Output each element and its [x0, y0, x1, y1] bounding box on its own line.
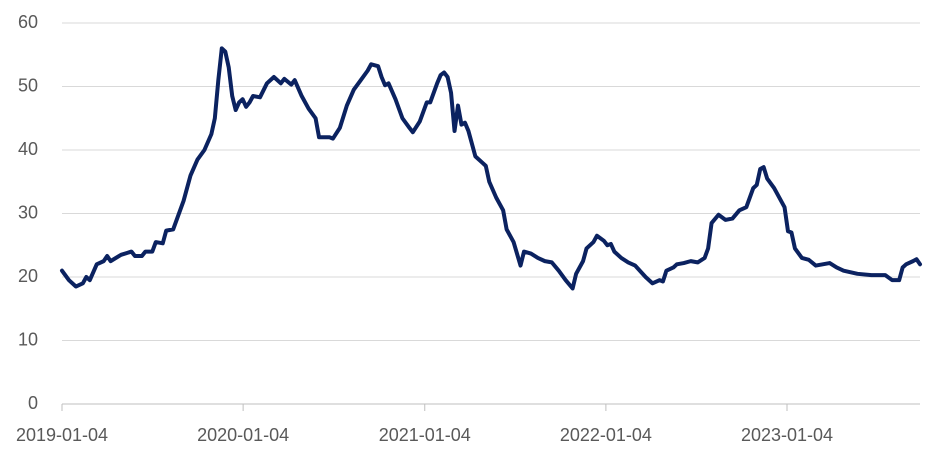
x-tick-label: 2019-01-04: [16, 425, 108, 445]
y-tick-label: 50: [18, 75, 38, 95]
y-tick-label: 10: [18, 329, 38, 349]
y-tick-label: 60: [18, 12, 38, 32]
y-tick-label: 20: [18, 266, 38, 286]
y-tick-label: 0: [28, 393, 38, 413]
x-tick-label: 2022-01-04: [560, 425, 652, 445]
x-tick-label: 2023-01-04: [741, 425, 833, 445]
data-line: [60, 46, 922, 291]
y-tick-label: 30: [18, 202, 38, 222]
x-tick-label: 2020-01-04: [197, 425, 289, 445]
x-tick-label: 2021-01-04: [379, 425, 471, 445]
y-tick-label: 40: [18, 139, 38, 159]
